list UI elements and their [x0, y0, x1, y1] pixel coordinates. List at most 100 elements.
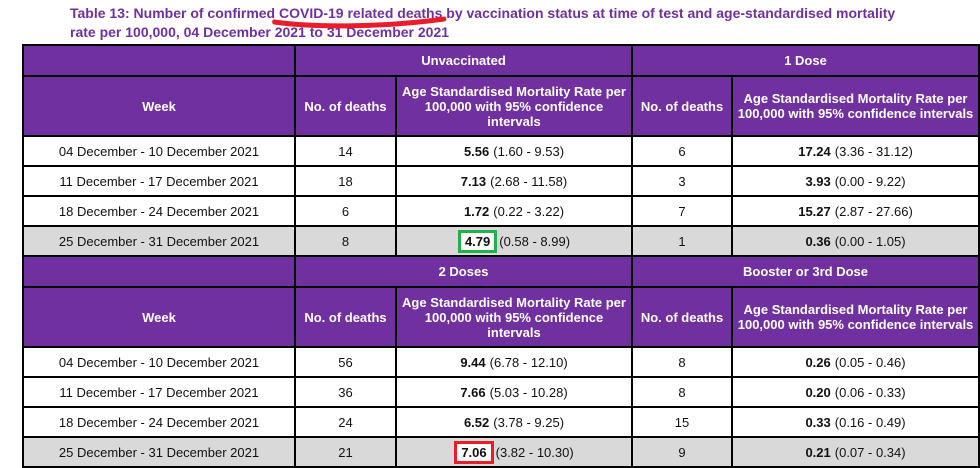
- rate-cell: 5.56 (1.60 - 9.53): [394, 135, 634, 167]
- rate-cell: 3.93 (0.00 - 9.22): [731, 165, 980, 197]
- confidence-interval: (2.87 - 27.66): [834, 203, 913, 219]
- rate-value: 0.33: [805, 414, 831, 430]
- week-cell: 04 December - 10 December 2021: [22, 346, 296, 378]
- confidence-interval: (0.16 - 0.49): [834, 414, 906, 430]
- deaths-cell: 56: [294, 346, 397, 378]
- deaths-cell: 21: [294, 436, 397, 468]
- week-header: Week: [22, 75, 296, 137]
- deaths-cell: 3: [631, 165, 734, 197]
- week-cell: 25 December - 31 December 2021: [22, 225, 296, 257]
- confidence-interval: (3.36 - 31.12): [834, 143, 913, 159]
- deaths-cell: 36: [294, 376, 397, 408]
- week-cell: 18 December - 24 December 2021: [22, 195, 296, 227]
- rate-cell: 9.44 (6.78 - 12.10): [394, 346, 634, 378]
- group-header-unvaccinated: Unvaccinated: [293, 44, 634, 77]
- week-cell: 11 December - 17 December 2021: [22, 165, 296, 197]
- rate-cell: 0.26 (0.05 - 0.46): [731, 346, 980, 378]
- rate-value: 0.36: [805, 233, 831, 249]
- confidence-interval: (0.00 - 1.05): [834, 233, 906, 249]
- deaths-cell: 9: [631, 436, 734, 468]
- table-row: 04 December - 10 December 2021 56 9.44 (6…: [22, 346, 980, 378]
- table-13: Unvaccinated 1 Dose Week No. of deaths A…: [22, 44, 980, 468]
- week-cell: 11 December - 17 December 2021: [22, 376, 296, 408]
- empty-header-cell: [22, 44, 296, 77]
- rate-cell: 0.21 (0.07 - 0.34): [731, 436, 980, 468]
- confidence-interval: (1.60 - 9.53): [493, 143, 565, 159]
- group-header-row-2: 2 Doses Booster or 3rd Dose: [22, 255, 980, 288]
- deaths-cell: 6: [631, 135, 734, 167]
- empty-header-cell: [22, 255, 296, 288]
- rate-value: 0.20: [805, 384, 831, 400]
- deaths-header: No. of deaths: [294, 286, 397, 348]
- rate-value: 6.52: [463, 414, 490, 430]
- deaths-cell: 14: [294, 135, 397, 167]
- confidence-interval: (5.03 - 10.28): [489, 384, 568, 400]
- mortality-table: Unvaccinated 1 Dose Week No. of deaths A…: [22, 44, 980, 468]
- table-row: 11 December - 17 December 2021 18 7.13 (2…: [22, 165, 980, 197]
- deaths-header: No. of deaths: [631, 75, 734, 137]
- title-underlined-text: COVID-19 related deaths: [279, 5, 443, 21]
- week-cell: 25 December - 31 December 2021: [22, 436, 296, 468]
- rate-cell: 7.06 (3.82 - 10.30): [394, 436, 634, 468]
- rate-value: 9.44: [460, 354, 486, 370]
- table-row: 04 December - 10 December 2021 14 5.56 (1…: [22, 135, 980, 167]
- rate-value: 7.06: [461, 444, 487, 460]
- table-row: 11 December - 17 December 2021 36 7.66 (5…: [22, 376, 980, 408]
- rate-cell: 0.36 (0.00 - 1.05): [731, 225, 980, 257]
- deaths-cell: 1: [631, 225, 734, 257]
- asmr-header: Age Standardised Mortality Rate per 100,…: [731, 75, 980, 137]
- confidence-interval: (0.00 - 9.22): [834, 173, 906, 189]
- rate-cell: 7.66 (5.03 - 10.28): [394, 376, 634, 408]
- rate-value: 4.79: [464, 233, 491, 249]
- rate-cell: 7.13 (2.68 - 11.58): [394, 165, 634, 197]
- rate-cell: 17.24 (3.36 - 31.12): [731, 135, 980, 167]
- deaths-cell: 7: [631, 195, 734, 227]
- green-highlight-box: 4.79: [457, 229, 498, 253]
- title-underlined-phrase: COVID-19 related deaths: [272, 5, 447, 29]
- table-title: Table 13: Number of confirmed COVID-19 r…: [70, 4, 915, 42]
- deaths-cell: 15: [631, 406, 734, 438]
- confidence-interval: (0.22 - 3.22): [493, 203, 565, 219]
- column-header-row-1: Week No. of deaths Age Standardised Mort…: [22, 75, 980, 137]
- rate-value: 1.72: [463, 203, 490, 219]
- week-cell: 04 December - 10 December 2021: [22, 135, 296, 167]
- rate-value: 17.24: [798, 143, 831, 159]
- rate-value: 0.26: [805, 354, 831, 370]
- deaths-cell: 24: [294, 406, 397, 438]
- deaths-cell: 8: [631, 376, 734, 408]
- confidence-interval: (3.78 - 9.25): [493, 414, 565, 430]
- rate-cell: 1.72 (0.22 - 3.22): [394, 195, 634, 227]
- group-header-row-1: Unvaccinated 1 Dose: [22, 44, 980, 77]
- confidence-interval: (2.68 - 11.58): [490, 173, 568, 189]
- table-row: 18 December - 24 December 2021 6 1.72 (0.…: [22, 195, 980, 227]
- red-highlight-box: 7.06: [454, 440, 494, 464]
- table-row: 25 December - 31 December 2021 8 4.79 (0.…: [22, 225, 980, 257]
- rate-value: 5.56: [463, 143, 490, 159]
- group-header-2-doses: 2 Doses: [293, 255, 634, 288]
- asmr-header: Age Standardised Mortality Rate per 100,…: [394, 75, 634, 137]
- rate-cell: 15.27 (2.87 - 27.66): [731, 195, 980, 227]
- table-row: 18 December - 24 December 2021 24 6.52 (3…: [22, 406, 980, 438]
- deaths-cell: 18: [294, 165, 397, 197]
- deaths-cell: 8: [631, 346, 734, 378]
- rate-value: 0.21: [805, 444, 831, 460]
- group-header-1-dose: 1 Dose: [631, 44, 980, 77]
- column-header-row-2: Week No. of deaths Age Standardised Mort…: [22, 286, 980, 348]
- table-row: 25 December - 31 December 2021 21 7.06 (3…: [22, 436, 980, 468]
- week-header: Week: [22, 286, 296, 348]
- deaths-cell: 8: [294, 225, 397, 257]
- group-header-booster: Booster or 3rd Dose: [631, 255, 980, 288]
- rate-cell: 6.52 (3.78 - 9.25): [394, 406, 634, 438]
- rate-value: 15.27: [798, 203, 831, 219]
- rate-cell: 0.33 (0.16 - 0.49): [731, 406, 980, 438]
- rate-cell: 4.79 (0.58 - 8.99): [394, 225, 634, 257]
- rate-value: 7.66: [460, 384, 486, 400]
- confidence-interval: (0.06 - 0.33): [834, 384, 906, 400]
- deaths-cell: 6: [294, 195, 397, 227]
- title-text-prefix: Table 13: Number of confirmed: [70, 5, 279, 21]
- asmr-header: Age Standardised Mortality Rate per 100,…: [394, 286, 634, 348]
- confidence-interval: (0.07 - 0.34): [834, 444, 906, 460]
- deaths-header: No. of deaths: [294, 75, 397, 137]
- confidence-interval: (3.82 - 10.30): [495, 444, 574, 460]
- deaths-header: No. of deaths: [631, 286, 734, 348]
